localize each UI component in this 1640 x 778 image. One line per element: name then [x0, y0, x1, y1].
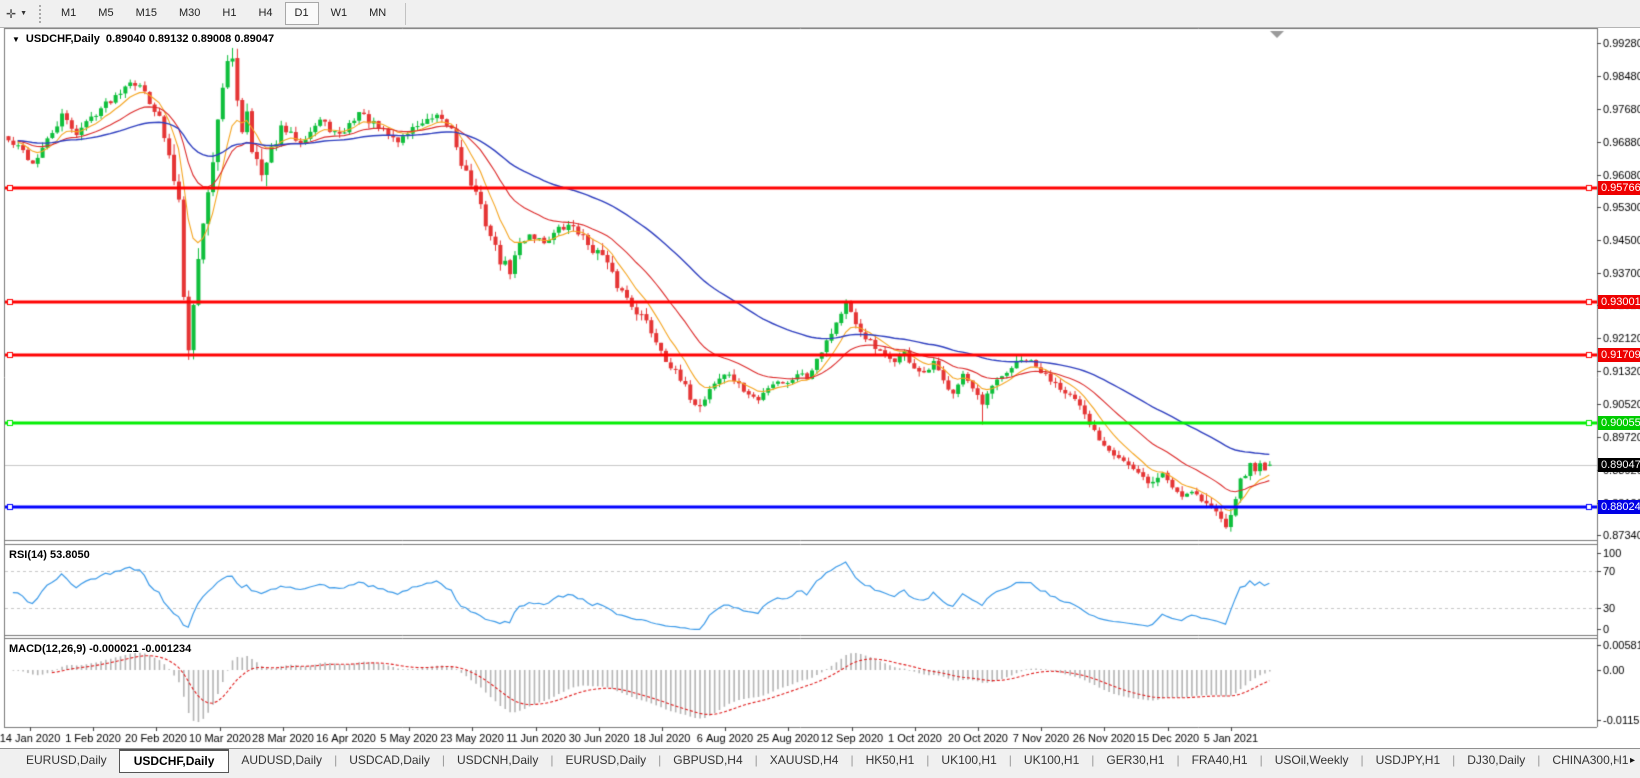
cursor-tool-icon[interactable]: ✛ — [6, 6, 17, 21]
tab-separator: | — [441, 753, 445, 767]
chart-tab-usdcad-daily[interactable]: USDCAD,Daily — [349, 753, 430, 767]
tab-separator: | — [754, 753, 758, 767]
chart-title: ▼ USDCHF,Daily 0.89040 0.89132 0.89008 0… — [12, 33, 274, 45]
chart-tab-gbpusd-h4[interactable]: GBPUSD,H4 — [673, 753, 743, 767]
tab-separator: | — [1091, 753, 1095, 767]
chart-tab-usdjpy-h1[interactable]: USDJPY,H1 — [1375, 753, 1441, 767]
tab-separator: | — [550, 753, 554, 767]
chart-tab-eurusd-daily[interactable]: EURUSD,Daily — [26, 753, 107, 767]
current-price-label: 0.89047 — [1598, 458, 1640, 472]
chart-ohlc-values: 0.89040 0.89132 0.89008 0.89047 — [105, 33, 275, 45]
toolbar-separator — [405, 2, 407, 25]
toolbar-grip — [39, 4, 44, 23]
chart-window: ▼ USDCHF,Daily 0.89040 0.89132 0.89008 0… — [0, 28, 1640, 748]
tab-separator: | — [1176, 753, 1180, 767]
timeframe-button-m15[interactable]: M15 — [135, 7, 157, 19]
hline-price-label: 0.90055 — [1598, 416, 1640, 430]
price-chart-canvas[interactable] — [0, 28, 1640, 748]
hline-price-label: 0.95766 — [1598, 181, 1640, 195]
top-toolbar: ✛ ▼ M1 M5 M15 M30 H1 H4 D1 W1 MN — [0, 0, 1640, 28]
chart-tab-ger30-h1[interactable]: GER30,H1 — [1106, 753, 1165, 767]
timeframe-button-h1[interactable]: H1 — [222, 7, 237, 19]
macd-indicator-label: MACD(12,26,9) -0.000021 -0.001234 — [9, 643, 192, 655]
chart-tab-dj30-daily[interactable]: DJ30,Daily — [1467, 753, 1526, 767]
chart-tab-hk50-h1[interactable]: HK50,H1 — [865, 753, 915, 767]
chart-tab-china300-h1[interactable]: CHINA300,H1 — [1552, 753, 1629, 767]
timeframe-button-d1[interactable]: D1 — [284, 2, 319, 25]
chart-tab-fra40-h1[interactable]: FRA40,H1 — [1191, 753, 1248, 767]
chart-tab-audusd-daily[interactable]: AUDUSD,Daily — [241, 753, 323, 767]
chart-tab-usdchf-daily[interactable]: USDCHF,Daily — [118, 749, 230, 773]
tab-separator: | — [850, 753, 854, 767]
timeframe-button-m1[interactable]: M1 — [61, 7, 77, 19]
tab-separator: | — [1452, 753, 1456, 767]
tab-separator: | — [658, 753, 662, 767]
chart-tab-bar: EURUSD,Daily USDCHF,Daily AUDUSD,Daily | USD… — [0, 748, 1640, 778]
chart-tab-eurusd-daily[interactable]: EURUSD,Daily — [565, 753, 647, 767]
chart-tab-uk100-h1[interactable]: UK100,H1 — [1023, 753, 1080, 767]
tab-separator: | — [1537, 753, 1541, 767]
tab-separator: | — [1360, 753, 1364, 767]
chevron-down-icon[interactable]: ▼ — [20, 10, 27, 17]
tab-separator: | — [334, 753, 338, 767]
chart-symbol-label: USDCHF,Daily — [25, 33, 100, 45]
hline-price-label: 0.93001 — [1598, 295, 1640, 309]
tab-scroll-left-icon[interactable]: ◂ — [1614, 755, 1620, 766]
rsi-indicator-label: RSI(14) 53.8050 — [9, 549, 90, 561]
collapse-triangle-icon[interactable]: ▼ — [12, 34, 20, 44]
chart-tab-usoil-weekly[interactable]: USOil,Weekly — [1274, 753, 1349, 767]
tab-separator: | — [1259, 753, 1263, 767]
timeframe-button-w1[interactable]: W1 — [330, 7, 348, 19]
chart-tab-uk100-h1[interactable]: UK100,H1 — [941, 753, 997, 767]
hline-price-label: 0.88024 — [1598, 500, 1640, 514]
hline-price-label: 0.91709 — [1598, 348, 1640, 362]
timeframe-button-mn[interactable]: MN — [369, 7, 387, 19]
timeframe-button-m5[interactable]: M5 — [98, 7, 114, 19]
tab-separator: | — [1008, 753, 1012, 767]
timeframe-button-m30[interactable]: M30 — [178, 7, 201, 19]
timeframe-button-h4[interactable]: H4 — [258, 7, 273, 19]
tab-separator: | — [926, 753, 930, 767]
tab-scroll-right-icon[interactable]: ▸ — [1629, 755, 1635, 766]
chart-tab-xauusd-h4[interactable]: XAUUSD,H4 — [769, 753, 839, 767]
chart-tab-usdcnh-daily[interactable]: USDCNH,Daily — [457, 753, 539, 767]
